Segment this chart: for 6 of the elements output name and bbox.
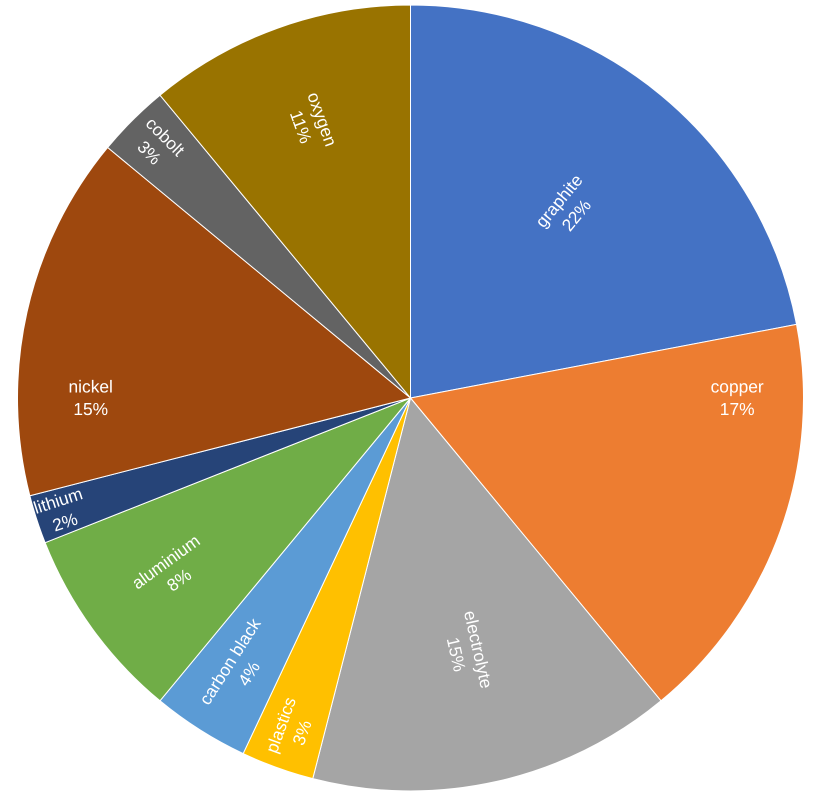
data-label: 2% (50, 508, 80, 536)
data-label: 15% (442, 635, 470, 674)
data-label: 15% (73, 399, 108, 420)
slice-label: nickel (68, 376, 113, 397)
slice-label: copper (710, 376, 764, 397)
data-label: 17% (720, 399, 755, 420)
